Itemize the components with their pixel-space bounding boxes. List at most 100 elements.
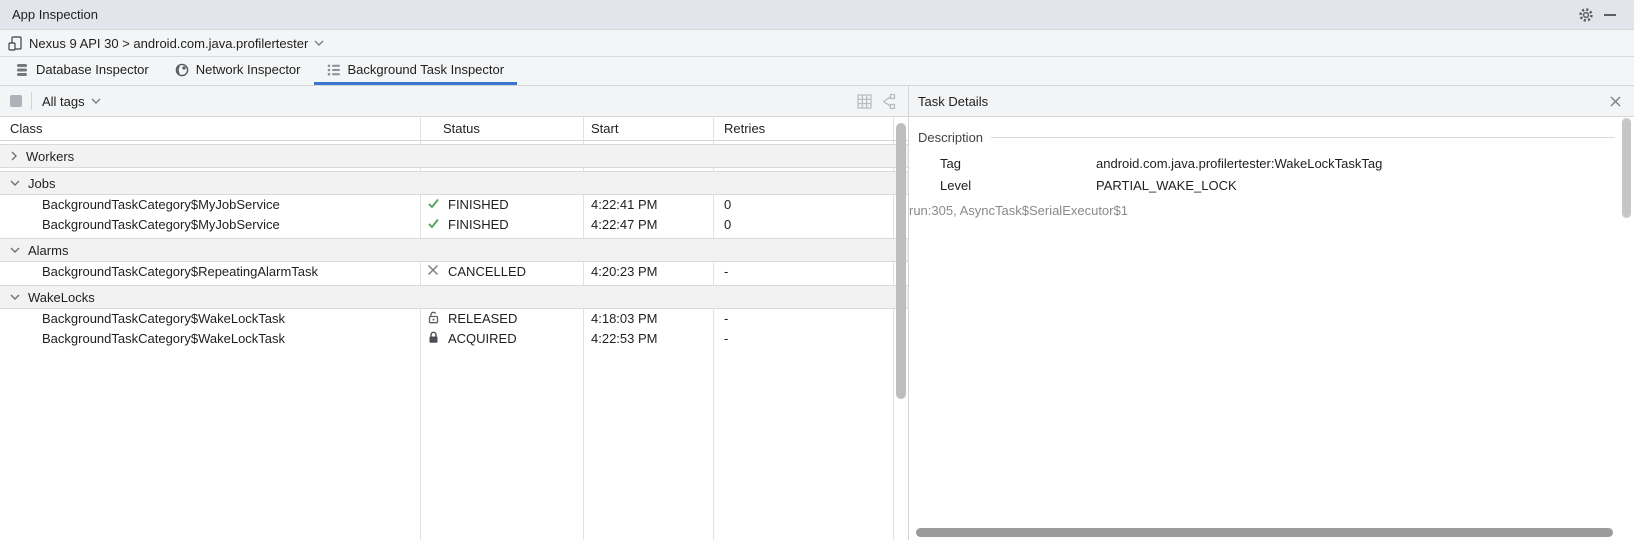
table-body: Workers Jobs BackgroundTaskCategory$MyJo…: [0, 144, 908, 349]
status-icon: [427, 264, 441, 278]
details-horizontal-scrollbar[interactable]: [916, 528, 1613, 537]
chevron-down-icon: [10, 180, 20, 186]
cell-start: 4:20:23 PM: [591, 264, 658, 279]
graph-view-icon[interactable]: [876, 90, 900, 112]
description-fields: Tag android.com.java.profilertester:Wake…: [909, 152, 1634, 196]
details-vertical-scrollbar[interactable]: [1622, 118, 1631, 218]
table-vertical-scrollbar[interactable]: [896, 123, 906, 399]
table-group-row[interactable]: Workers: [0, 144, 908, 168]
process-selector[interactable]: Nexus 9 API 30 > android.com.java.profil…: [0, 30, 1634, 57]
hide-icon[interactable]: [1598, 4, 1622, 26]
detail-field-row: Level PARTIAL_WAKE_LOCK: [909, 174, 1634, 196]
status-icon: [427, 217, 441, 231]
column-header-retries[interactable]: Retries: [724, 121, 766, 136]
cell-start: 4:22:41 PM: [591, 197, 658, 212]
callstack-frames: m acquire:2386, PowerManager$WakeLock (a…: [909, 203, 1634, 540]
field-label: Tag: [940, 155, 961, 171]
cell-status: CANCELLED: [448, 264, 527, 279]
table-view-icon[interactable]: [852, 90, 876, 112]
table-toolbar: All tags: [0, 86, 908, 117]
table-row[interactable]: BackgroundTaskCategory$RepeatingAlarmTas…: [0, 262, 894, 282]
section-label: Description: [918, 129, 984, 145]
table-row[interactable]: BackgroundTaskCategory$WakeLockTask RELE…: [0, 309, 894, 329]
pane-splitter[interactable]: [908, 86, 909, 540]
cell-start: 4:18:03 PM: [591, 311, 658, 326]
column-header-class[interactable]: Class: [10, 121, 43, 136]
callstack-frame[interactable]: m run:305, AsyncTask$SerialExecutor$1 (a…: [909, 203, 1634, 540]
cancel-icon: [428, 265, 438, 275]
group-label: Alarms: [28, 242, 69, 258]
chevron-down-icon: [314, 40, 324, 46]
status-icon: [427, 197, 441, 211]
tab-database-inspector[interactable]: Database Inspector: [2, 57, 162, 85]
chevron-down-icon: [10, 247, 20, 253]
cell-retries: 0: [724, 217, 732, 232]
frame-text: run:305, AsyncTask$SerialExecutor$1: [909, 203, 1634, 540]
stop-inspection-icon[interactable]: [10, 95, 22, 107]
cell-class: BackgroundTaskCategory$WakeLockTask: [42, 311, 286, 326]
main-content: All tags: [0, 86, 1634, 540]
table-header-row: Class Status Start Retries: [0, 117, 908, 141]
group-label: Workers: [26, 148, 75, 164]
cell-retries: -: [724, 331, 729, 346]
table-row[interactable]: BackgroundTaskCategory$WakeLockTask ACQU…: [0, 329, 894, 349]
section-rule: [991, 136, 1615, 138]
task-table-pane: All tags: [0, 86, 908, 540]
tab-label: Background Task Inspector: [347, 62, 505, 77]
device-icon: [8, 35, 23, 51]
cell-class: BackgroundTaskCategory$RepeatingAlarmTas…: [42, 264, 319, 279]
cell-class: BackgroundTaskCategory$MyJobService: [42, 217, 280, 232]
all-tags-label: All tags: [42, 93, 85, 109]
tool-window-titlebar: App Inspection: [0, 0, 1634, 30]
chevron-right-icon: [11, 151, 17, 161]
lock-open-icon: [428, 311, 439, 324]
cell-status: FINISHED: [448, 217, 509, 232]
chevron-down-icon: [10, 294, 20, 300]
lock-closed-icon: [429, 331, 438, 343]
cell-status: FINISHED: [448, 197, 509, 212]
database-icon: [15, 63, 29, 77]
column-header-start[interactable]: Start: [591, 121, 619, 136]
cell-retries: 0: [724, 197, 732, 212]
task-details-header: Task Details: [909, 86, 1634, 117]
task-details-title: Task Details: [918, 93, 989, 109]
field-value: android.com.java.profilertester:WakeLock…: [1096, 155, 1383, 171]
check-icon: [428, 198, 439, 209]
cell-class: BackgroundTaskCategory$WakeLockTask: [42, 331, 286, 346]
table-group-row[interactable]: WakeLocks: [0, 285, 908, 309]
gear-icon[interactable]: [1574, 4, 1598, 26]
check-icon: [428, 218, 439, 229]
section-description: Description: [918, 128, 1615, 146]
toolbar-divider: [31, 92, 32, 110]
table-group-row[interactable]: Jobs: [0, 171, 908, 195]
tab-background-task-inspector[interactable]: Background Task Inspector: [313, 57, 518, 85]
cell-class: BackgroundTaskCategory$MyJobService: [42, 197, 280, 212]
cell-start: 4:22:53 PM: [591, 331, 658, 346]
close-icon[interactable]: [1605, 91, 1625, 111]
table-row[interactable]: BackgroundTaskCategory$MyJobService FINI…: [0, 215, 894, 235]
globe-icon: [175, 63, 189, 77]
list-icon: [327, 63, 341, 77]
cell-status: RELEASED: [448, 311, 518, 326]
column-header-status[interactable]: Status: [443, 121, 480, 136]
all-tags-dropdown[interactable]: All tags: [42, 94, 101, 109]
tab-label: Network Inspector: [195, 62, 301, 77]
detail-field-row: Tag android.com.java.profilertester:Wake…: [909, 152, 1634, 174]
process-label: Nexus 9 API 30 > android.com.java.profil…: [29, 35, 309, 51]
window-title: App Inspection: [12, 7, 99, 22]
task-details-content: Description Tag android.com.java.profile…: [909, 117, 1634, 540]
status-icon: [427, 311, 441, 325]
cell-status: ACQUIRED: [448, 331, 517, 346]
table-group-row[interactable]: Alarms: [0, 238, 908, 262]
cell-retries: -: [724, 264, 729, 279]
group-label: Jobs: [28, 175, 56, 191]
group-label: WakeLocks: [28, 289, 95, 305]
status-icon: [427, 331, 441, 345]
tab-network-inspector[interactable]: Network Inspector: [162, 57, 314, 85]
table-row[interactable]: BackgroundTaskCategory$MyJobService FINI…: [0, 195, 894, 215]
field-label: Level: [940, 177, 972, 193]
cell-start: 4:22:47 PM: [591, 217, 658, 232]
field-value: PARTIAL_WAKE_LOCK: [1096, 177, 1237, 193]
cell-retries: -: [724, 311, 729, 326]
